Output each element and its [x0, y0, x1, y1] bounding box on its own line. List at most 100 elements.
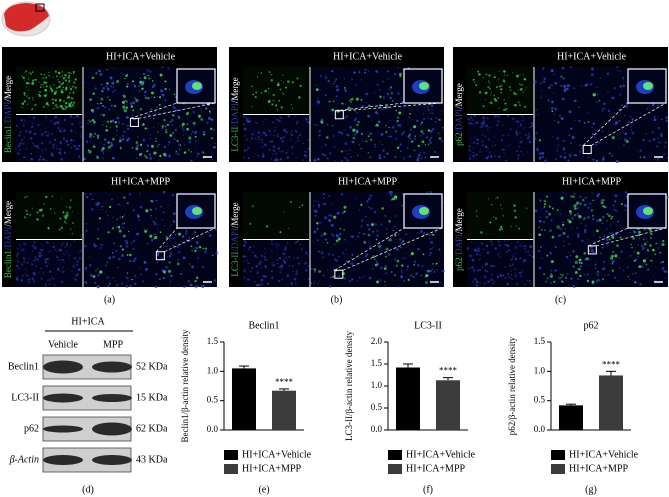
cell-dot: [107, 141, 110, 144]
cell-dot: [475, 253, 479, 256]
cell-dot: [72, 91, 75, 94]
cell-dot: [358, 71, 361, 73]
cell-dot: [528, 280, 531, 283]
cell-dot: [109, 126, 112, 129]
cell-dot: [246, 118, 249, 121]
cell-dot: [390, 86, 392, 89]
cell-dot: [384, 214, 387, 217]
cell-dot: [516, 133, 519, 137]
cell-dot: [329, 152, 332, 155]
cell-dot: [586, 201, 589, 204]
cell-dot: [657, 104, 659, 106]
cell-dot: [401, 264, 404, 267]
cell-dot: [116, 128, 118, 130]
cell-dot: [606, 72, 610, 75]
cell-dot: [325, 74, 327, 76]
cell-dot: [117, 225, 121, 229]
cell-dot: [133, 259, 136, 262]
cell-dot: [251, 85, 253, 88]
cell-dot: [93, 120, 96, 124]
cell-dot: [99, 70, 101, 73]
cell-dot: [257, 139, 259, 141]
cell-dot: [149, 133, 151, 135]
cell-dot: [28, 116, 30, 118]
cell-dot: [21, 139, 24, 141]
cell-dot: [42, 272, 44, 274]
cell-dot: [41, 123, 43, 125]
cell-dot: [614, 254, 618, 258]
cell-dot: [509, 264, 512, 267]
cell-dot: [506, 282, 509, 286]
cell-dot: [146, 69, 149, 72]
cell-dot: [60, 90, 63, 93]
cell-dot: [305, 118, 308, 121]
cell-dot: [487, 280, 490, 284]
cell-dot: [90, 108, 94, 112]
cell-dot: [169, 239, 171, 241]
cell-dot: [121, 215, 124, 218]
cell-dot: [97, 228, 100, 231]
cell-dot: [268, 129, 270, 131]
cell-dot: [54, 104, 58, 107]
cell-dot: [512, 253, 513, 255]
cell-dot: [189, 283, 193, 287]
cell-dot: [353, 71, 356, 74]
cell-dot: [21, 102, 25, 105]
cell-dot: [593, 241, 595, 243]
cell-dot: [119, 136, 122, 139]
cell-dot: [326, 241, 329, 244]
cell-dot: [54, 98, 57, 102]
cell-dot: [58, 85, 61, 88]
cell-dot: [524, 245, 527, 248]
cell-dot: [603, 267, 606, 270]
cell-dot: [536, 148, 539, 152]
cell-dot: [98, 106, 100, 109]
cell-dot: [399, 126, 401, 128]
cell-dot: [168, 255, 171, 258]
cell-dot: [525, 207, 528, 209]
cell-dot: [519, 245, 521, 247]
cell-dot: [185, 112, 189, 116]
cell-dot: [273, 134, 275, 137]
cell-dot: [331, 70, 334, 73]
cell-dot: [242, 115, 245, 118]
cell-dot: [172, 114, 175, 117]
cell-dot: [413, 137, 417, 141]
cell-dot: [159, 154, 162, 158]
cell-dot: [389, 135, 392, 138]
cell-dot: [148, 77, 151, 80]
cell-dot: [637, 244, 640, 247]
cell-dot: [43, 73, 45, 76]
cell-dot: [135, 147, 139, 151]
cell-dot: [64, 105, 66, 107]
cell-dot: [46, 82, 48, 84]
cell-dot: [128, 259, 132, 263]
cell-dot: [197, 256, 200, 259]
cell-dot: [21, 133, 23, 135]
cell-dot: [146, 127, 149, 130]
cell-dot: [53, 122, 57, 125]
cell-dot: [435, 262, 438, 265]
cell-dot: [422, 113, 425, 115]
cell-dot: [25, 82, 28, 85]
cell-dot: [314, 270, 317, 273]
cell-dot: [386, 152, 389, 155]
brain-thumbnail: [1, 1, 51, 37]
cell-dot: [630, 115, 632, 117]
cell-dot: [194, 139, 197, 142]
cell-dot: [284, 115, 286, 116]
cell-dot: [194, 249, 197, 252]
cell-dot: [268, 148, 271, 151]
cell-dot: [398, 72, 402, 76]
cell-dot: [368, 206, 370, 209]
cell-dot: [58, 81, 61, 84]
cell-dot: [118, 139, 122, 143]
cell-dot: [27, 139, 29, 141]
cell-dot: [190, 133, 193, 135]
cell-dot: [498, 115, 501, 118]
cell-dot: [414, 260, 416, 262]
cell-dot: [358, 209, 361, 211]
cell-dot: [255, 254, 257, 256]
cell-dot: [31, 244, 35, 248]
cell-dot: [276, 245, 278, 247]
